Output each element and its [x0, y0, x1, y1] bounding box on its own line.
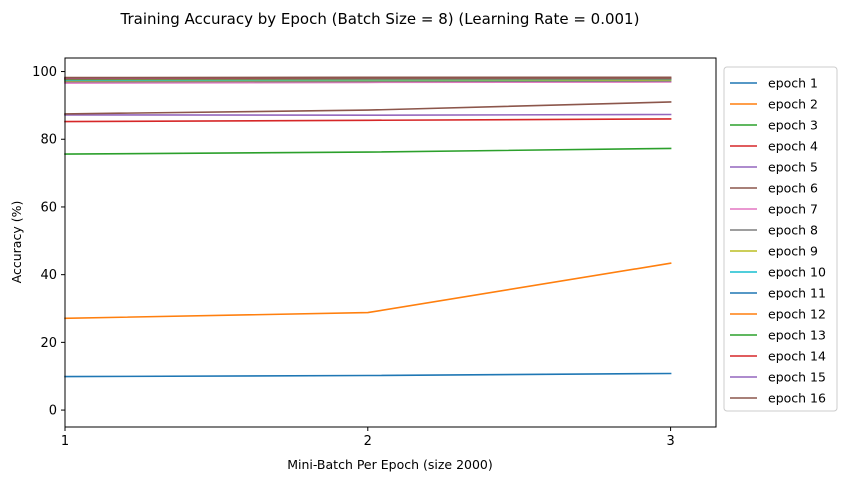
legend-label-14: epoch 14	[768, 349, 826, 364]
legend-label-12: epoch 12	[768, 307, 826, 322]
series-line-3	[64, 147, 672, 155]
axes-layer: 1 2 3 0 20 40 60 80 100	[32, 65, 675, 449]
legend-label-3: epoch 3	[768, 118, 818, 133]
y-axis-label: Accuracy (%)	[9, 201, 24, 284]
legend-label-6: epoch 6	[768, 181, 818, 196]
legend-label-15: epoch 15	[768, 370, 826, 385]
series-line-6	[64, 101, 672, 115]
y-tick-label: 60	[40, 200, 57, 215]
chart-title: Training Accuracy by Epoch (Batch Size =…	[120, 10, 640, 28]
series-line-1	[64, 372, 672, 378]
y-tick-label: 80	[40, 133, 57, 148]
series-line-5	[64, 113, 672, 116]
legend-label-5: epoch 5	[768, 160, 818, 175]
y-tick-label: 100	[32, 65, 57, 80]
y-tick-label: 40	[40, 268, 57, 283]
series-line-8	[64, 80, 672, 83]
x-tick-label: 2	[364, 434, 372, 449]
legend-label-13: epoch 13	[768, 328, 826, 343]
legend-label-7: epoch 7	[768, 202, 818, 217]
legend-label-11: epoch 11	[768, 286, 826, 301]
x-axis-label: Mini-Batch Per Epoch (size 2000)	[287, 457, 493, 472]
series-line-7	[64, 81, 672, 84]
legend-label-4: epoch 4	[768, 139, 818, 154]
y-tick-label: 20	[40, 336, 57, 351]
series-layer	[64, 76, 672, 378]
series-line-4	[64, 118, 672, 123]
legend-label-16: epoch 16	[768, 391, 826, 406]
series-line-2	[64, 262, 672, 320]
y-tick-label: 0	[49, 404, 57, 419]
legend-label-10: epoch 10	[768, 265, 826, 280]
plot-frame	[64, 57, 717, 428]
legend-label-2: epoch 2	[768, 97, 818, 112]
x-tick-label: 3	[666, 434, 674, 449]
legend: epoch 1 epoch 2 epoch 3 epoch 4 epoch 5 epoch…	[723, 66, 838, 412]
legend-label-9: epoch 9	[768, 244, 818, 259]
legend-label-8: epoch 8	[768, 223, 818, 238]
x-tick-label: 1	[61, 434, 69, 449]
legend-label-1: epoch 1	[768, 76, 818, 91]
legend-frame	[723, 66, 838, 412]
